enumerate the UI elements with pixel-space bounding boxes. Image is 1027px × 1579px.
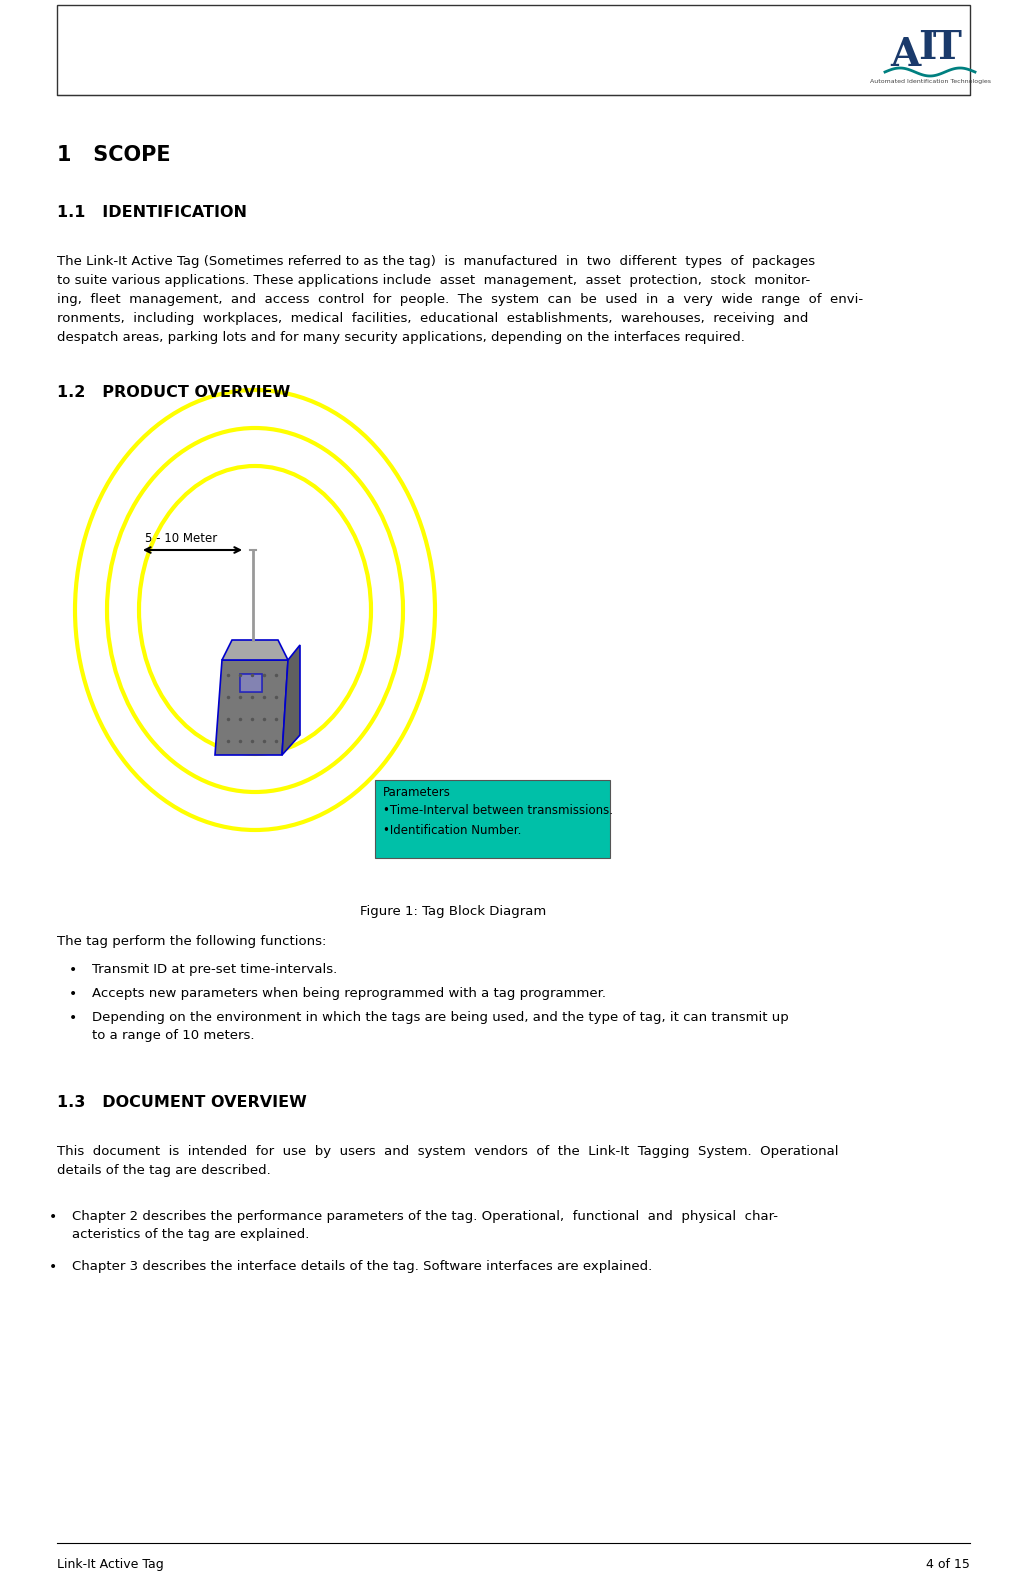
Text: Parameters: Parameters xyxy=(383,786,451,799)
Text: 1   SCOPE: 1 SCOPE xyxy=(58,145,170,164)
Text: •: • xyxy=(69,987,77,1001)
Polygon shape xyxy=(222,639,288,660)
Text: 1.3   DOCUMENT OVERVIEW: 1.3 DOCUMENT OVERVIEW xyxy=(58,1094,307,1110)
Text: ronments,  including  workplaces,  medical  facilities,  educational  establishm: ronments, including workplaces, medical … xyxy=(58,313,808,325)
Text: •: • xyxy=(69,963,77,977)
Text: The tag perform the following functions:: The tag perform the following functions: xyxy=(58,935,327,947)
Text: I: I xyxy=(918,28,937,66)
Text: to suite various applications. These applications include  asset  management,  a: to suite various applications. These app… xyxy=(58,275,810,287)
Text: T: T xyxy=(933,28,961,66)
Text: ing,  fleet  management,  and  access  control  for  people.  The  system  can  : ing, fleet management, and access contro… xyxy=(58,294,863,306)
Text: Link-It Active Tag: Link-It Active Tag xyxy=(58,1558,163,1571)
Bar xyxy=(240,674,262,692)
Text: 1.2   PRODUCT OVERVIEW: 1.2 PRODUCT OVERVIEW xyxy=(58,385,291,399)
Text: details of the tag are described.: details of the tag are described. xyxy=(58,1164,271,1176)
Text: •Time-Interval between transmissions.: •Time-Interval between transmissions. xyxy=(383,804,613,816)
Text: 4 of 15: 4 of 15 xyxy=(926,1558,969,1571)
Text: •: • xyxy=(49,1260,58,1274)
Text: Chapter 2 describes the performance parameters of the tag. Operational,  functio: Chapter 2 describes the performance para… xyxy=(72,1210,778,1241)
Text: •: • xyxy=(49,1210,58,1224)
Text: This  document  is  intended  for  use  by  users  and  system  vendors  of  the: This document is intended for use by use… xyxy=(58,1145,838,1157)
Polygon shape xyxy=(215,660,288,755)
Text: The Link-It Active Tag (Sometimes referred to as the tag)  is  manufactured  in : The Link-It Active Tag (Sometimes referr… xyxy=(58,254,815,268)
Text: Depending on the environment in which the tags are being used, and the type of t: Depending on the environment in which th… xyxy=(92,1011,789,1042)
Text: •Identification Number.: •Identification Number. xyxy=(383,824,522,837)
Text: Automated Identification Technologies: Automated Identification Technologies xyxy=(870,79,990,85)
Text: 5 - 10 Meter: 5 - 10 Meter xyxy=(145,532,218,545)
Text: Chapter 3 describes the interface details of the tag. Software interfaces are ex: Chapter 3 describes the interface detail… xyxy=(72,1260,652,1273)
Polygon shape xyxy=(282,644,300,755)
Text: despatch areas, parking lots and for many security applications, depending on th: despatch areas, parking lots and for man… xyxy=(58,332,745,344)
Text: A: A xyxy=(889,36,920,74)
Text: Transmit ID at pre-set time-intervals.: Transmit ID at pre-set time-intervals. xyxy=(92,963,337,976)
Text: Figure 1: Tag Block Diagram: Figure 1: Tag Block Diagram xyxy=(360,905,546,917)
Text: Accepts new parameters when being reprogrammed with a tag programmer.: Accepts new parameters when being reprog… xyxy=(92,987,606,1000)
Text: 1.1   IDENTIFICATION: 1.1 IDENTIFICATION xyxy=(58,205,248,219)
Bar xyxy=(375,780,610,857)
Text: •: • xyxy=(69,1011,77,1025)
FancyBboxPatch shape xyxy=(58,5,969,95)
